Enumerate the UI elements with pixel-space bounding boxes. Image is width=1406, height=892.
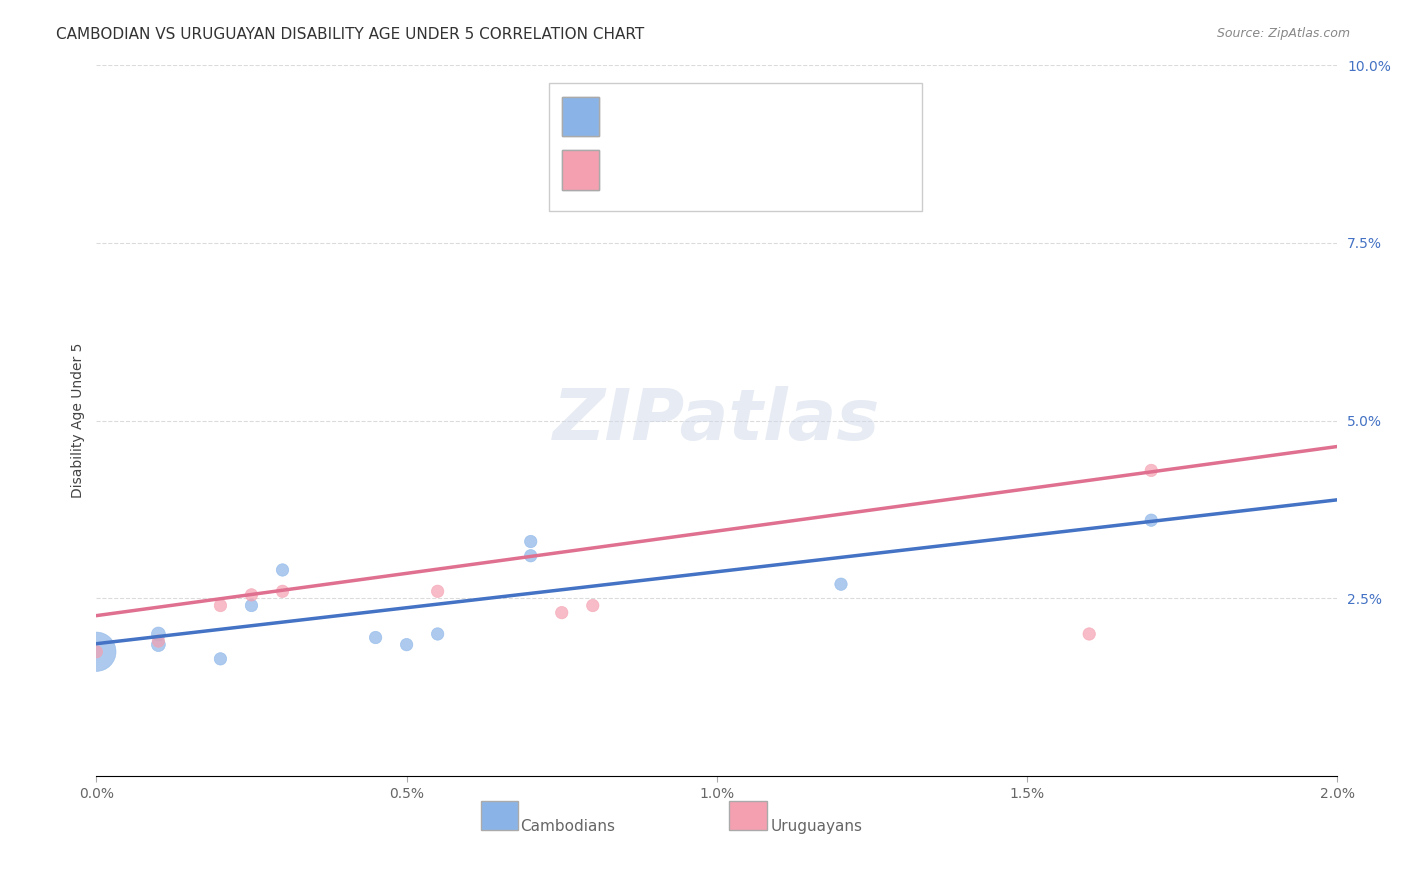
- Point: [1140, 513, 1163, 527]
- Point: [271, 563, 294, 577]
- Point: [209, 599, 232, 613]
- FancyBboxPatch shape: [550, 83, 922, 211]
- Text: Uruguayans: Uruguayans: [770, 819, 862, 834]
- Point: [364, 631, 387, 645]
- Point: [519, 549, 541, 563]
- Text: Source: ZipAtlas.com: Source: ZipAtlas.com: [1216, 27, 1350, 40]
- FancyBboxPatch shape: [562, 151, 599, 189]
- Point: [209, 652, 232, 666]
- Point: [148, 638, 170, 652]
- Text: R = 0.533   N = 13: R = 0.533 N = 13: [612, 99, 796, 117]
- Point: [240, 588, 263, 602]
- Point: [148, 627, 170, 641]
- Point: [519, 534, 541, 549]
- Point: [426, 584, 449, 599]
- Y-axis label: Disability Age Under 5: Disability Age Under 5: [72, 343, 86, 499]
- Text: CAMBODIAN VS URUGUAYAN DISABILITY AGE UNDER 5 CORRELATION CHART: CAMBODIAN VS URUGUAYAN DISABILITY AGE UN…: [56, 27, 644, 42]
- Point: [148, 634, 170, 648]
- Text: ZIPatlas: ZIPatlas: [553, 386, 880, 455]
- Point: [86, 645, 108, 659]
- Point: [86, 645, 108, 659]
- FancyBboxPatch shape: [730, 801, 766, 830]
- Point: [395, 638, 418, 652]
- Point: [551, 606, 574, 620]
- Point: [271, 584, 294, 599]
- Point: [582, 599, 605, 613]
- Point: [1078, 627, 1101, 641]
- Point: [675, 158, 697, 172]
- Point: [240, 599, 263, 613]
- Point: [1140, 463, 1163, 477]
- Text: R = 0.354   N = 11: R = 0.354 N = 11: [612, 153, 796, 170]
- FancyBboxPatch shape: [481, 801, 519, 830]
- Text: Cambodians: Cambodians: [520, 819, 616, 834]
- Point: [426, 627, 449, 641]
- FancyBboxPatch shape: [562, 97, 599, 136]
- Point: [830, 577, 852, 591]
